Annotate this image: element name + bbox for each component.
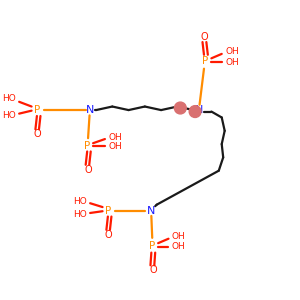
- Text: O: O: [149, 266, 157, 275]
- Circle shape: [174, 102, 186, 114]
- Text: O: O: [34, 129, 42, 139]
- Text: OH: OH: [108, 142, 122, 151]
- Text: HO: HO: [73, 197, 87, 206]
- Text: P: P: [105, 206, 111, 216]
- Text: OH: OH: [172, 242, 186, 251]
- Text: O: O: [105, 230, 112, 240]
- Text: OH: OH: [108, 133, 122, 142]
- Text: N: N: [86, 105, 94, 115]
- Text: HO: HO: [2, 94, 16, 103]
- Text: P: P: [149, 241, 155, 251]
- Text: O: O: [84, 165, 92, 175]
- Circle shape: [189, 106, 201, 118]
- Text: N: N: [195, 105, 204, 115]
- Text: HO: HO: [73, 210, 87, 219]
- Text: OH: OH: [172, 232, 186, 241]
- Text: N: N: [147, 206, 155, 216]
- Text: P: P: [84, 141, 90, 151]
- Text: P: P: [202, 56, 208, 66]
- Text: OH: OH: [225, 58, 239, 67]
- Text: O: O: [201, 32, 208, 42]
- Text: OH: OH: [225, 47, 239, 56]
- Text: HO: HO: [2, 111, 16, 120]
- Text: P: P: [34, 105, 40, 115]
